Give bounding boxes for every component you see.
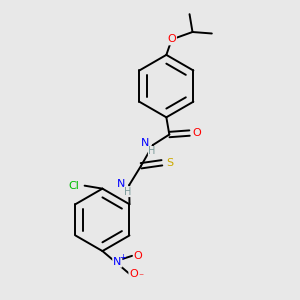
Text: Cl: Cl xyxy=(68,181,79,191)
Text: ⁻: ⁻ xyxy=(138,272,143,282)
Text: N: N xyxy=(113,257,122,267)
Text: N: N xyxy=(141,139,149,148)
Text: O: O xyxy=(134,251,142,261)
Text: S: S xyxy=(166,158,173,168)
Text: O: O xyxy=(167,34,176,44)
Text: H: H xyxy=(148,146,156,157)
Text: H: H xyxy=(124,187,132,196)
Text: N: N xyxy=(117,178,126,189)
Text: O: O xyxy=(193,128,201,138)
Text: +: + xyxy=(119,253,126,262)
Text: O: O xyxy=(129,268,138,279)
